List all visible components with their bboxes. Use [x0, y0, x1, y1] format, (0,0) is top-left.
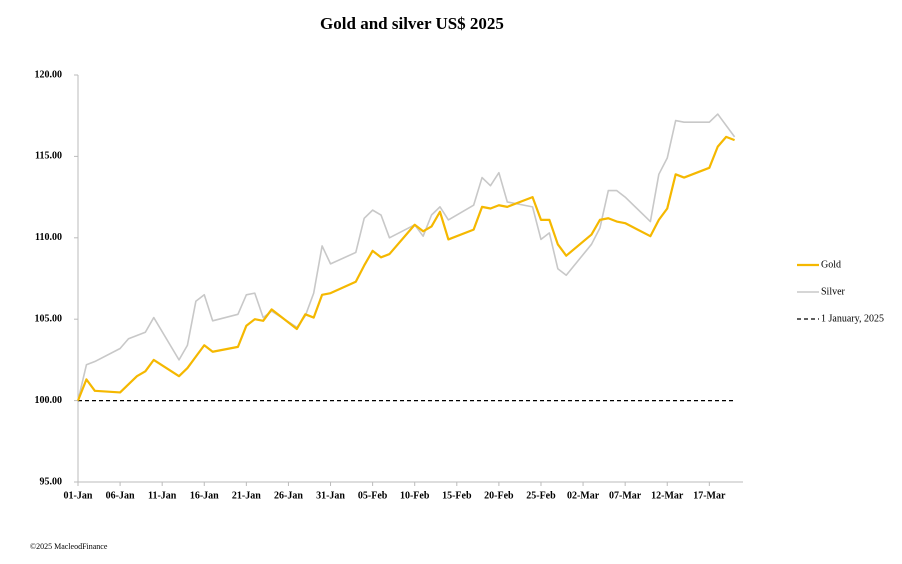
x-tick-label: 07-Mar	[609, 490, 642, 501]
x-tick-label: 05-Feb	[358, 490, 388, 501]
x-tick-label: 25-Feb	[526, 490, 556, 501]
y-tick-label: 105.00	[35, 313, 63, 324]
y-tick-label: 110.00	[35, 232, 62, 243]
x-tick-label: 06-Jan	[106, 490, 135, 501]
y-tick-label: 120.00	[35, 69, 63, 80]
x-tick-label: 16-Jan	[190, 490, 219, 501]
x-tick-label: 17-Mar	[693, 490, 726, 501]
x-tick-label: 10-Feb	[400, 490, 430, 501]
x-tick-label: 21-Jan	[232, 490, 261, 501]
x-tick-label: 02-Mar	[567, 490, 600, 501]
x-tick-label: 15-Feb	[442, 490, 472, 501]
line	[76, 135, 735, 402]
chart-title: Gold and silver US$ 2025	[320, 14, 504, 33]
legend-label: Gold	[821, 259, 841, 270]
x-tick-label: 31-Jan	[316, 490, 345, 501]
x-tick-label: 12-Mar	[651, 490, 684, 501]
line	[77, 113, 736, 401]
y-tick-label: 100.00	[35, 395, 63, 406]
x-tick-label: 20-Feb	[484, 490, 514, 501]
y-tick-label: 115.00	[35, 151, 62, 162]
x-tick-label: 01-Jan	[64, 490, 93, 501]
footer: ©2025 MacleodFinance	[30, 542, 108, 551]
legend-label: Silver	[821, 286, 846, 297]
x-tick-label: 11-Jan	[148, 490, 177, 501]
y-tick-label: 95.00	[40, 476, 63, 487]
legend-label: 1 January, 2025	[821, 313, 884, 324]
x-tick-label: 26-Jan	[274, 490, 303, 501]
